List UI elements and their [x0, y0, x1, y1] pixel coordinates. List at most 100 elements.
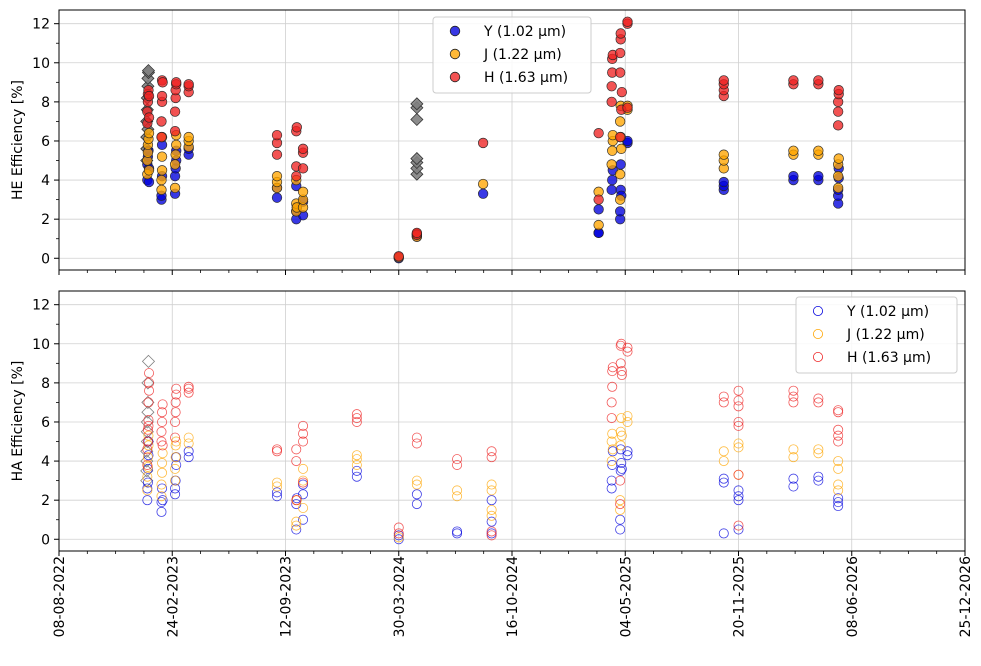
ha-data-point [788, 385, 799, 396]
he-data-point [615, 28, 626, 39]
he-data-point [157, 77, 168, 88]
he-y-axis-label: HE Efficiency [%] [10, 80, 26, 200]
he-data-point [477, 137, 489, 149]
ha-y-axis-label: HA Efficiency [%] [10, 361, 26, 482]
he-efficiency-panel: HE Efficiency [%] 0 2 4 6 8 10 12 Y (1.02 µm) J … [10, 9, 966, 275]
ha-data-point [183, 446, 194, 457]
ha-data-point [833, 436, 844, 447]
he-data-point [606, 96, 617, 108]
he-data-point-diamond [141, 64, 156, 78]
ha-data-point [615, 465, 626, 476]
ha-data-point [616, 370, 627, 381]
ha-data-point [183, 381, 194, 392]
ha-data-point [615, 495, 626, 506]
ha-legend-marker [813, 305, 824, 316]
he-data-point [615, 169, 626, 180]
he-data-point [615, 206, 626, 217]
ha-data-point [813, 475, 824, 486]
ha-y-tick-label: 6 [41, 415, 50, 431]
ha-y-tick-label: 0 [41, 532, 50, 548]
ha-data-point [833, 430, 844, 441]
ha-data-point [718, 528, 729, 539]
ha-data-point [452, 526, 463, 537]
ha-data-point [351, 471, 362, 482]
ha-data-point [291, 524, 302, 535]
ha-data-point [298, 477, 309, 488]
he-data-point [143, 128, 155, 139]
ha-data-point [622, 342, 633, 353]
ha-data-point [156, 479, 167, 490]
ha-data-point [171, 436, 182, 447]
ha-data-point [170, 475, 181, 486]
x-tick-label: 08-06-2026 [845, 556, 861, 637]
ha-data-point [183, 387, 194, 398]
ha-data-point [622, 346, 633, 357]
he-data-point [788, 171, 799, 182]
ha-data-point [486, 510, 497, 521]
ha-data-point [733, 442, 744, 453]
ha-data-point [143, 440, 154, 451]
he-legend-box [432, 16, 592, 94]
ha-data-point [170, 440, 181, 451]
he-y-tick-label: 0 [41, 251, 50, 267]
ha-data-point [298, 502, 309, 513]
he-data-point [833, 106, 844, 117]
ha-data-point [616, 430, 627, 441]
ha-data-point [143, 420, 154, 431]
ha-data-point [157, 440, 168, 451]
ha-data-point [298, 514, 309, 525]
ha-data-point [156, 506, 167, 517]
ha-data-point [156, 436, 167, 447]
ha-data-point [607, 381, 618, 392]
ha-data-point-diamond [140, 415, 154, 429]
ha-data-point [142, 444, 153, 455]
he-data-point [593, 194, 604, 205]
he-data-point [477, 178, 489, 190]
he-data-point [143, 165, 155, 176]
he-data-point [143, 112, 155, 123]
ha-data-point [142, 452, 153, 463]
he-data-point-diamond [410, 152, 424, 166]
he-y-tick-label: 10 [32, 56, 50, 72]
he-legend-marker [449, 71, 461, 83]
ha-data-point [607, 444, 618, 455]
ha-data-point [170, 407, 181, 418]
he-data-point [156, 131, 167, 143]
ha-data-point [718, 446, 729, 457]
ha-data-point [298, 420, 309, 431]
he-data-point [833, 171, 844, 182]
ha-data-point [272, 491, 283, 502]
he-data-point [169, 106, 181, 117]
x-tick-label: 25-12-2026 [958, 556, 974, 637]
he-data-point [833, 182, 844, 194]
he-data-point [393, 251, 404, 262]
ha-data-point [157, 448, 168, 459]
ha-data-point [733, 495, 744, 506]
he-data-point [156, 184, 167, 195]
ha-data-point [486, 526, 497, 537]
he-data-point [606, 159, 617, 170]
ha-data-point [291, 456, 302, 467]
he-data-point [170, 149, 181, 160]
he-data-point [615, 131, 626, 143]
x-tick-label: 04-05-2025 [618, 556, 634, 637]
ha-data-point [170, 483, 181, 494]
he-data-point [813, 171, 824, 182]
ha-data-point [156, 426, 167, 437]
ha-data-point [351, 416, 362, 427]
ha-data-point [813, 448, 824, 459]
he-data-point-diamond [410, 97, 424, 111]
ha-data-point [615, 358, 626, 369]
ha-data-point [733, 401, 744, 412]
ha-data-point [733, 491, 744, 502]
ha-data-point [157, 399, 168, 410]
ha-data-point [616, 458, 627, 469]
ha-data-point [788, 444, 799, 455]
ha-data-point [351, 454, 362, 465]
he-data-point [833, 153, 844, 164]
ha-data-point [351, 413, 362, 424]
he-data-point [833, 85, 844, 96]
ha-data-point [298, 428, 309, 439]
ha-legend-box [795, 296, 958, 374]
ha-data-point [156, 497, 167, 508]
